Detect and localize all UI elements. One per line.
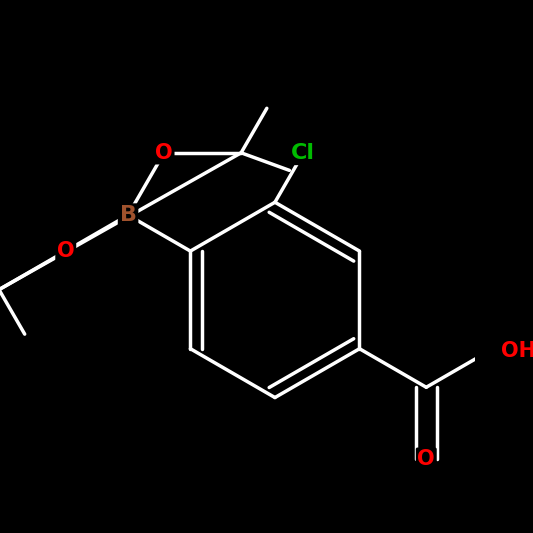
Text: O: O [417,449,435,469]
Text: O: O [155,143,173,163]
Text: Cl: Cl [291,143,315,163]
Text: OH: OH [502,341,533,361]
Text: O: O [57,241,75,261]
Text: B: B [119,205,136,225]
Text: Cl: Cl [291,143,315,163]
